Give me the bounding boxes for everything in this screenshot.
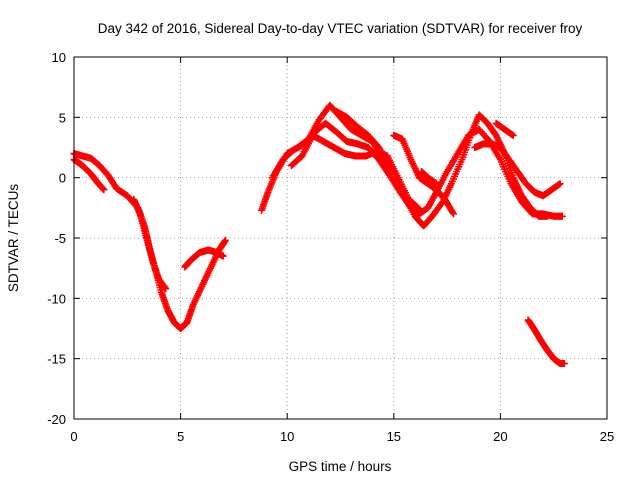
x-tick-label: 25 — [600, 429, 614, 444]
series-s9 — [390, 131, 457, 218]
data-point-marker — [432, 180, 440, 188]
data-point-marker — [556, 180, 564, 188]
series-s7 — [287, 131, 423, 213]
y-tick-label: 10 — [52, 50, 66, 65]
y-tick-label: -5 — [54, 231, 66, 246]
data-point-marker — [449, 210, 457, 218]
x-axis-label: GPS time / hours — [289, 459, 392, 474]
data-point-marker — [100, 186, 108, 194]
series-s3 — [130, 195, 170, 293]
x-tick-label: 5 — [177, 429, 184, 444]
data-points — [70, 101, 568, 367]
x-tick-label: 20 — [493, 429, 507, 444]
x-tick-label: 10 — [280, 429, 294, 444]
series-s2 — [70, 156, 108, 194]
axis-ticks: 0 5 10 15 20 25 -20 -15 -10 -5 0 5 10 — [47, 50, 614, 444]
data-point-marker — [560, 359, 568, 367]
y-tick-label: -20 — [47, 412, 66, 427]
data-point-marker — [414, 204, 422, 212]
grid-lines — [74, 57, 607, 419]
series-s13 — [524, 316, 568, 367]
series-s11 — [471, 140, 564, 200]
data-point-marker — [221, 236, 229, 244]
y-axis-label: SDTVAR / TECUs — [6, 184, 21, 293]
data-point-marker — [386, 162, 394, 170]
data-point-marker — [219, 252, 227, 260]
chart-title: Day 342 of 2016, Sidereal Day-to-day VTE… — [98, 21, 583, 36]
data-point-marker — [558, 212, 566, 220]
series-s12 — [492, 119, 517, 139]
x-tick-label: 15 — [387, 429, 401, 444]
series-s10 — [418, 168, 440, 188]
data-point-marker — [415, 205, 423, 213]
y-tick-label: -10 — [47, 291, 66, 306]
data-point-marker — [509, 131, 517, 139]
series-s4 — [181, 246, 227, 271]
y-tick-label: -15 — [47, 352, 66, 367]
x-tick-label: 0 — [70, 429, 77, 444]
y-tick-label: 0 — [59, 171, 66, 186]
data-point-marker — [449, 208, 457, 216]
y-tick-label: 5 — [59, 110, 66, 125]
data-point-marker — [162, 285, 170, 293]
series-s8 — [332, 107, 394, 170]
